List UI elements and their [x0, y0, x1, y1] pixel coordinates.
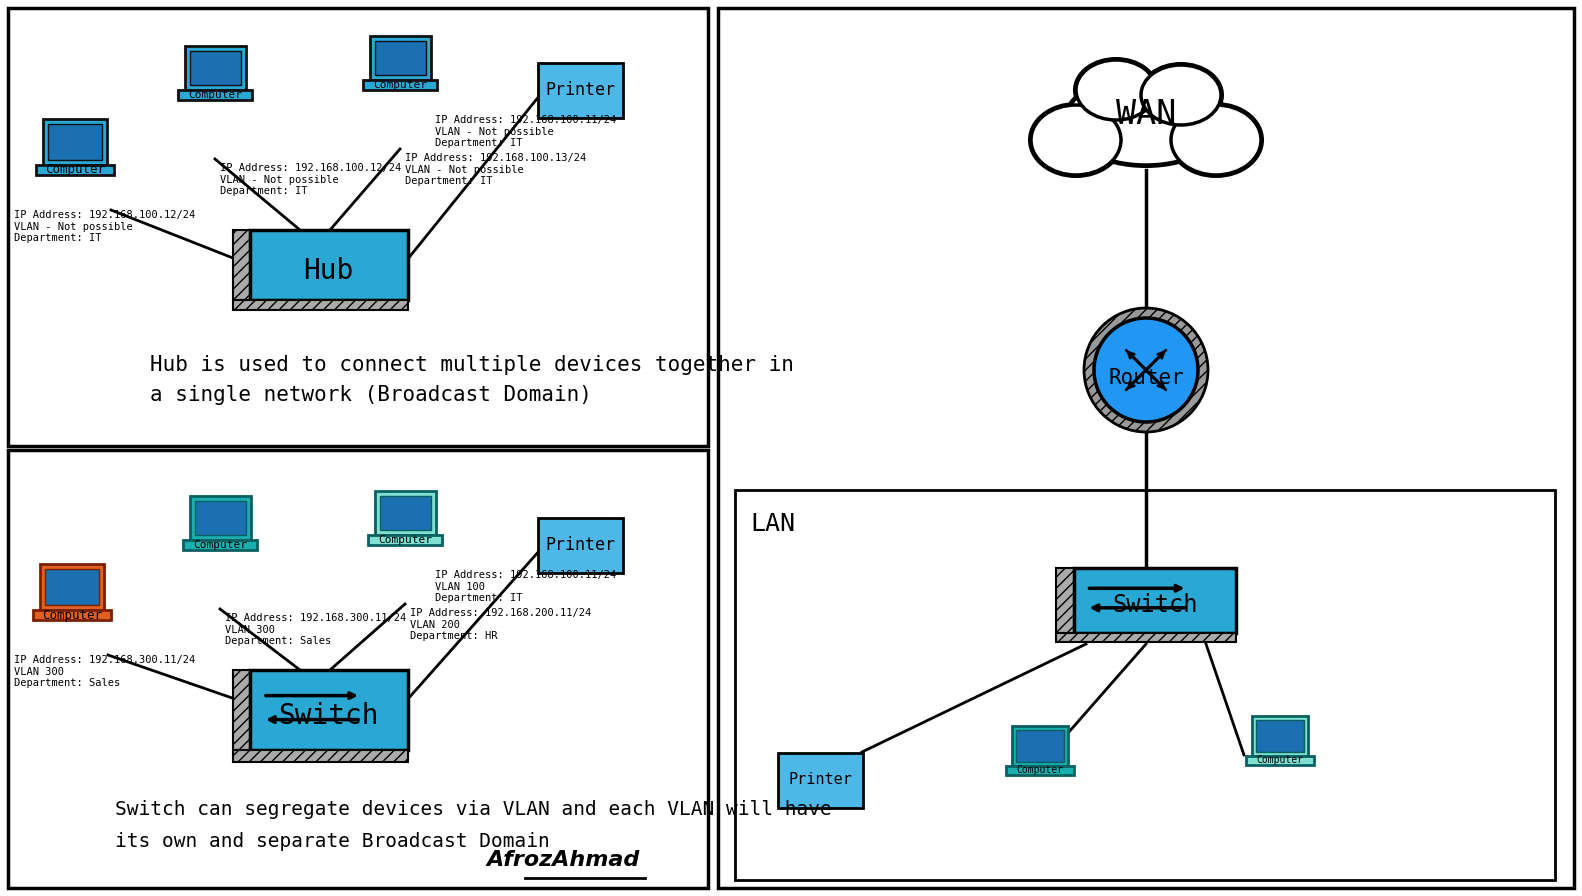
Text: IP Address: 192.168.200.11/24
VLAN 200
Department: HR: IP Address: 192.168.200.11/24 VLAN 200 D…	[410, 608, 592, 642]
Ellipse shape	[1031, 105, 1122, 175]
Text: Switch can segregate devices via VLAN and each VLAN will have: Switch can segregate devices via VLAN an…	[115, 800, 832, 819]
Text: IP Address: 192.168.100.12/24
VLAN - Not possible
Department: IT: IP Address: 192.168.100.12/24 VLAN - Not…	[220, 163, 402, 196]
Text: LAN: LAN	[750, 512, 796, 536]
Text: Computer: Computer	[193, 540, 247, 550]
Bar	[718, 8, 1574, 888]
Bar	[380, 496, 430, 530]
Ellipse shape	[1066, 75, 1226, 165]
Bar	[190, 496, 252, 540]
Text: Switch: Switch	[278, 702, 378, 730]
Bar	[778, 753, 864, 808]
Bar	[185, 46, 245, 90]
Bar	[179, 90, 252, 100]
Bar	[44, 569, 100, 605]
Bar	[33, 610, 111, 620]
Text: IP Address: 192.168.300.11/24
VLAN 300
Department: Sales: IP Address: 192.168.300.11/24 VLAN 300 D…	[225, 613, 407, 646]
Bar	[233, 750, 408, 762]
Text: IP Address: 192.168.100.11/24
VLAN 100
Department: IT: IP Address: 192.168.100.11/24 VLAN 100 D…	[435, 570, 617, 603]
Text: Computer: Computer	[188, 90, 242, 100]
Text: Computer: Computer	[44, 163, 104, 177]
Text: Computer: Computer	[373, 80, 427, 90]
Circle shape	[1095, 318, 1198, 422]
Bar	[250, 670, 408, 750]
Ellipse shape	[1168, 102, 1264, 178]
Bar	[362, 80, 437, 90]
Bar	[1074, 568, 1236, 633]
Text: WAN: WAN	[1115, 99, 1175, 132]
Ellipse shape	[1076, 60, 1156, 120]
Bar	[1057, 568, 1074, 633]
Ellipse shape	[1031, 105, 1122, 175]
Text: Router: Router	[1107, 368, 1183, 388]
Bar	[8, 450, 709, 888]
Ellipse shape	[1073, 57, 1160, 123]
Ellipse shape	[1171, 105, 1261, 175]
Text: Printer: Printer	[546, 81, 615, 99]
Text: Computer: Computer	[378, 535, 432, 545]
Bar	[1256, 720, 1304, 752]
Text: AfrozAhmad: AfrozAhmad	[487, 850, 641, 870]
Bar	[1012, 726, 1068, 766]
Bar	[1251, 716, 1308, 756]
Bar	[375, 491, 437, 535]
Ellipse shape	[1066, 75, 1226, 165]
Ellipse shape	[1171, 105, 1261, 175]
Text: Computer: Computer	[1017, 765, 1063, 775]
Bar	[538, 63, 623, 118]
Text: Computer: Computer	[1256, 755, 1304, 765]
Bar	[375, 41, 426, 75]
Bar	[233, 300, 408, 310]
Bar	[250, 230, 408, 300]
Text: Printer: Printer	[788, 772, 853, 788]
Text: IP Address: 192.168.100.13/24
VLAN - Not possible
Department: IT: IP Address: 192.168.100.13/24 VLAN - Not…	[405, 153, 587, 186]
Bar	[233, 230, 250, 300]
Bar	[538, 518, 623, 573]
Bar	[184, 540, 256, 550]
Text: IP Address: 192.168.100.11/24
VLAN - Not possible
Department: IT: IP Address: 192.168.100.11/24 VLAN - Not…	[435, 115, 617, 148]
Text: Computer: Computer	[43, 608, 101, 622]
Ellipse shape	[1063, 72, 1229, 168]
Text: IP Address: 192.168.100.12/24
VLAN - Not possible
Department: IT: IP Address: 192.168.100.12/24 VLAN - Not…	[14, 210, 195, 243]
Ellipse shape	[1141, 65, 1221, 125]
Ellipse shape	[1137, 62, 1224, 128]
Bar	[369, 535, 441, 545]
Bar	[736, 490, 1555, 880]
Bar	[190, 51, 240, 85]
Bar	[8, 8, 709, 446]
Bar	[40, 564, 104, 610]
Ellipse shape	[1141, 65, 1221, 125]
Ellipse shape	[1028, 102, 1123, 178]
Bar	[1247, 756, 1315, 765]
Bar	[1057, 633, 1236, 642]
Circle shape	[1084, 308, 1209, 432]
Bar	[195, 501, 245, 535]
Bar	[233, 670, 250, 750]
Bar	[36, 165, 114, 175]
Text: Switch: Switch	[1112, 593, 1198, 617]
Bar	[43, 119, 108, 165]
Bar	[1016, 730, 1065, 762]
Text: IP Address: 192.168.300.11/24
VLAN 300
Department: Sales: IP Address: 192.168.300.11/24 VLAN 300 D…	[14, 655, 195, 688]
Bar	[1006, 766, 1074, 775]
Text: Hub is used to connect multiple devices together in: Hub is used to connect multiple devices …	[150, 355, 794, 375]
Text: a single network (Broadcast Domain): a single network (Broadcast Domain)	[150, 385, 592, 405]
Text: Printer: Printer	[546, 536, 615, 554]
Bar	[47, 124, 101, 160]
Text: its own and separate Broadcast Domain: its own and separate Broadcast Domain	[115, 832, 551, 851]
Bar	[370, 36, 430, 80]
Text: Hub: Hub	[302, 256, 353, 285]
Ellipse shape	[1076, 60, 1156, 120]
